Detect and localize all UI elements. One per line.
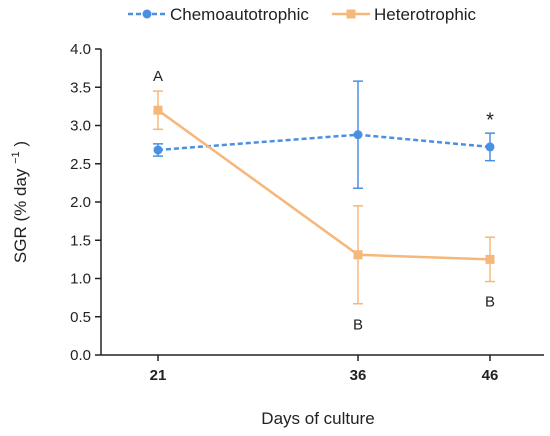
y-tick-label: 3.5 [70, 79, 91, 96]
data-point [153, 105, 163, 115]
y-axis-title-main: SGR (% day [11, 168, 30, 263]
x-tick-label: 21 [150, 367, 167, 384]
y-ticks: 0.0 0.5 1.0 1.5 2.0 2.5 3.0 3.5 4.0 [70, 41, 101, 364]
significance-letter: A [153, 68, 163, 85]
legend: Chemoautotrophic Heterotrophic [128, 5, 477, 24]
plot-area [153, 80, 495, 305]
data-point [485, 142, 495, 152]
y-tick-label: 2.0 [70, 194, 91, 211]
x-tick-label: 36 [350, 367, 367, 384]
annotations: A B B * [153, 68, 495, 334]
significance-star: * [486, 110, 494, 132]
y-tick-label: 2.5 [70, 156, 91, 173]
data-point [485, 254, 495, 264]
legend-hetero-label: Heterotrophic [374, 5, 477, 24]
x-axis: 21 36 46 [101, 354, 544, 384]
data-point [353, 250, 363, 260]
y-axis-title-close: ) [11, 141, 30, 147]
legend-chemo-marker [142, 9, 152, 19]
series-heterotrophic [153, 90, 495, 305]
y-tick-label: 1.0 [70, 271, 91, 288]
series-line [157, 109, 491, 261]
y-tick-label: 0.5 [70, 309, 91, 326]
x-tick-label: 46 [482, 367, 499, 384]
legend-hetero-marker [346, 9, 356, 19]
y-tick-label: 4.0 [70, 41, 91, 58]
significance-letter: B [353, 316, 363, 333]
x-axis-title: Days of culture [261, 409, 374, 428]
data-point [153, 145, 163, 155]
x-ticks: 21 36 46 [150, 355, 499, 384]
y-tick-label: 1.5 [70, 232, 91, 249]
significance-letter: B [485, 293, 495, 310]
series-chemoautotrophic [153, 80, 495, 189]
data-point [353, 130, 363, 140]
legend-chemo-label: Chemoautotrophic [170, 5, 309, 24]
y-tick-label: 3.0 [70, 118, 91, 135]
y-axis-title-sup: −1 [10, 151, 22, 164]
y-axis-title: SGR (% day −1 ) [4, 141, 30, 263]
y-axis: 0.0 0.5 1.0 1.5 2.0 2.5 3.0 3.5 4.0 [70, 41, 102, 364]
y-tick-label: 0.0 [70, 347, 91, 364]
